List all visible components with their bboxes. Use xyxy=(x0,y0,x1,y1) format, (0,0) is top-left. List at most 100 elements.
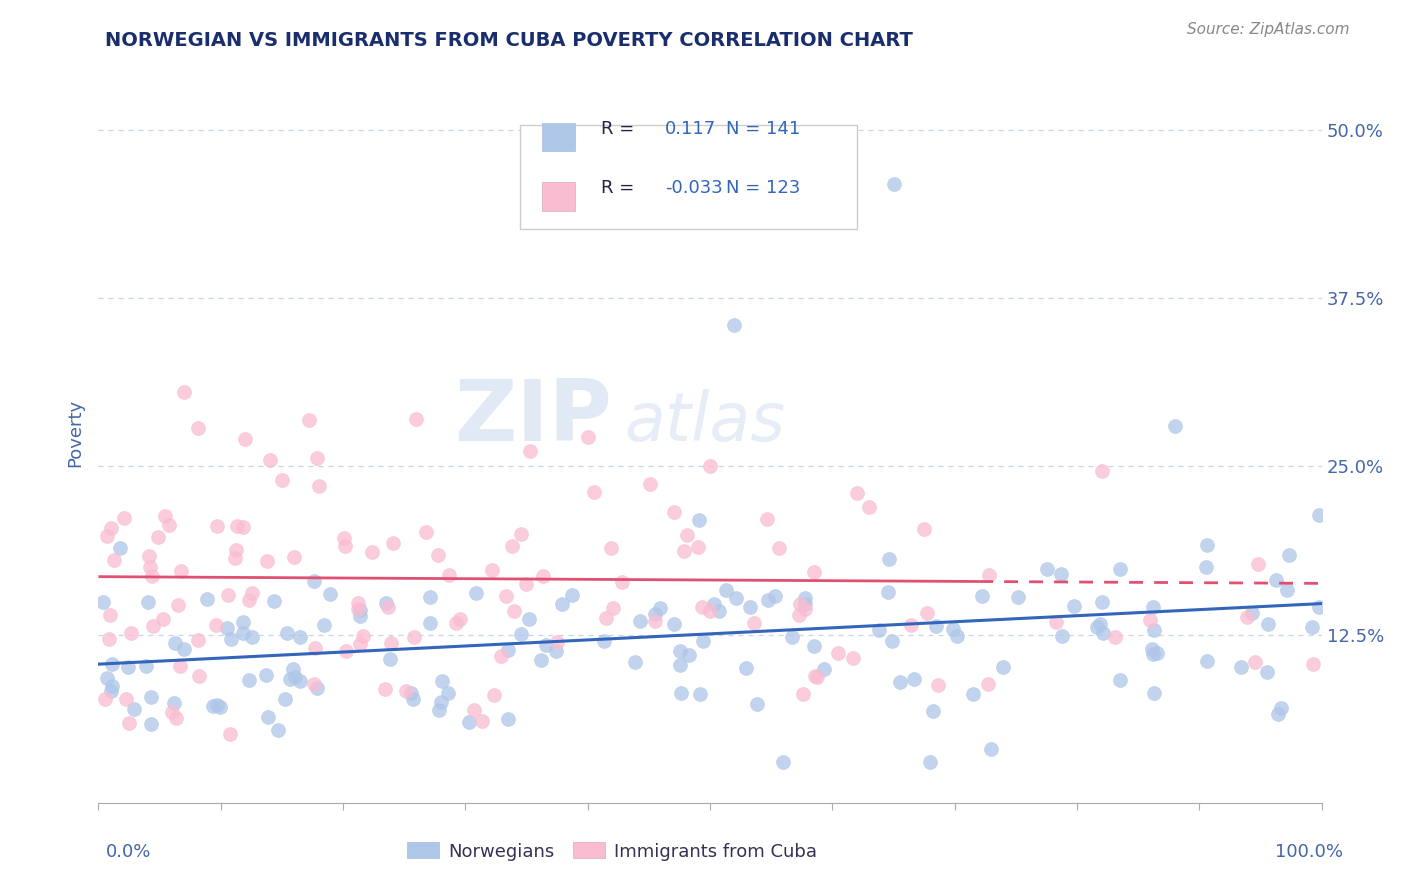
Point xyxy=(1257,616,1279,631)
Text: 0.117: 0.117 xyxy=(665,120,716,138)
Point xyxy=(471,714,494,729)
Point xyxy=(232,520,254,534)
Point xyxy=(482,688,505,702)
Point xyxy=(716,583,738,598)
Point xyxy=(1195,560,1218,574)
Point xyxy=(531,568,554,582)
Text: R =: R = xyxy=(602,179,634,197)
Point xyxy=(141,690,163,705)
Point xyxy=(883,177,905,191)
Point xyxy=(678,648,700,662)
Point xyxy=(141,717,163,731)
Point xyxy=(240,585,263,599)
Point xyxy=(187,668,209,682)
Point xyxy=(803,565,825,579)
Point xyxy=(495,589,517,603)
Text: -0.033: -0.033 xyxy=(665,179,723,197)
Point xyxy=(600,541,623,555)
Point xyxy=(644,607,666,621)
Point xyxy=(259,452,281,467)
Point xyxy=(209,700,232,714)
Point xyxy=(436,686,458,700)
Point xyxy=(1085,620,1108,634)
Point xyxy=(91,595,114,609)
Point xyxy=(122,701,145,715)
Point xyxy=(465,586,488,600)
Point xyxy=(142,619,165,633)
Point xyxy=(738,599,761,614)
Point xyxy=(238,592,260,607)
Point xyxy=(415,524,437,539)
Point xyxy=(628,614,651,628)
Point xyxy=(430,695,453,709)
Point xyxy=(1146,646,1168,660)
Point xyxy=(668,643,690,657)
Point xyxy=(103,552,125,566)
Text: atlas: atlas xyxy=(624,389,786,455)
Point xyxy=(136,595,159,609)
Point xyxy=(304,641,326,656)
Point xyxy=(263,594,285,608)
Point xyxy=(163,697,186,711)
Point xyxy=(1143,686,1166,700)
Point xyxy=(793,597,815,611)
Point xyxy=(1108,673,1130,687)
Point xyxy=(1243,656,1265,670)
Point xyxy=(772,756,794,770)
Point xyxy=(648,601,671,615)
Point xyxy=(723,318,745,332)
Point xyxy=(496,643,519,657)
Point xyxy=(278,672,301,686)
Point xyxy=(688,540,710,554)
Point xyxy=(458,715,481,730)
Point xyxy=(787,607,810,622)
Point xyxy=(481,563,503,577)
Point xyxy=(880,633,903,648)
Text: NORWEGIAN VS IMMIGRANTS FROM CUBA POVERTY CORRELATION CHART: NORWEGIAN VS IMMIGRANTS FROM CUBA POVERT… xyxy=(105,31,914,50)
Bar xyxy=(543,182,575,211)
Point xyxy=(1091,594,1114,608)
Point xyxy=(976,677,998,691)
Point xyxy=(676,528,699,542)
Point xyxy=(624,655,647,669)
Point xyxy=(98,608,121,623)
Point xyxy=(889,675,911,690)
Point xyxy=(254,668,277,682)
Point xyxy=(792,687,814,701)
Point xyxy=(980,742,1002,756)
Point xyxy=(1256,665,1278,679)
Point xyxy=(1088,617,1111,632)
Point xyxy=(155,508,177,523)
Point xyxy=(399,686,422,700)
Point xyxy=(1142,623,1164,637)
Legend: Norwegians, Immigrants from Cuba: Norwegians, Immigrants from Cuba xyxy=(399,835,824,868)
Point xyxy=(804,669,827,683)
Point xyxy=(148,530,170,544)
Point xyxy=(163,636,186,650)
Point xyxy=(763,589,786,603)
Point xyxy=(173,385,195,400)
Point xyxy=(157,518,180,533)
Point xyxy=(689,687,711,701)
Text: R =: R = xyxy=(602,120,634,138)
Point xyxy=(96,671,118,685)
Point xyxy=(756,512,779,526)
Point xyxy=(576,430,599,444)
Point xyxy=(1195,538,1218,552)
Point xyxy=(1308,600,1330,615)
FancyBboxPatch shape xyxy=(520,126,856,229)
Point xyxy=(1142,600,1164,615)
Point xyxy=(112,511,135,525)
Point xyxy=(1109,562,1132,576)
Point xyxy=(170,564,193,578)
Point xyxy=(602,601,624,615)
Point xyxy=(644,614,666,628)
Point xyxy=(115,692,138,706)
Point xyxy=(218,727,240,741)
Point xyxy=(1164,418,1187,433)
Point xyxy=(284,670,307,684)
Point xyxy=(756,593,779,607)
Point xyxy=(395,684,418,698)
Point xyxy=(404,630,426,644)
Text: ZIP: ZIP xyxy=(454,376,612,459)
